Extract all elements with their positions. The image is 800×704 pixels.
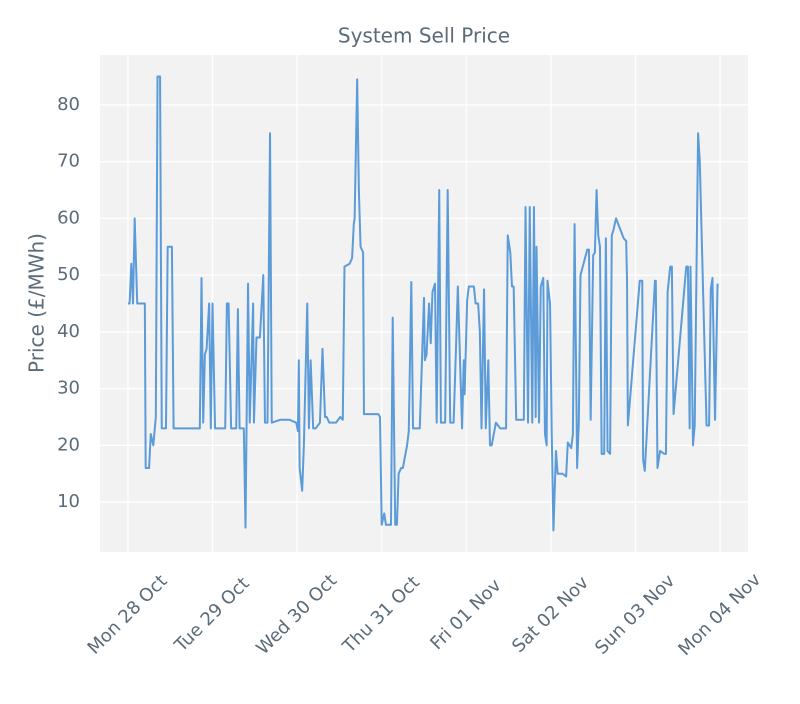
y-tick-label: 20 (57, 434, 80, 455)
y-tick-label: 60 (57, 207, 80, 228)
y-tick-label: 50 (57, 264, 80, 285)
x-tick-label: Tue 29 Oct (170, 573, 254, 657)
y-axis-label: Price (£/MWh) (25, 233, 49, 373)
y-tick-label: 40 (57, 321, 80, 342)
y-tick-label: 30 (57, 378, 80, 399)
x-tick-label: Thu 31 Oct (338, 572, 424, 658)
x-tick-label: Mon 28 Oct (84, 571, 172, 659)
x-tick-label: Fri 01 Nov (426, 575, 505, 654)
price-line (127, 75, 719, 532)
y-tick-label: 10 (57, 491, 80, 512)
y-tick-label: 80 (57, 94, 80, 115)
x-tick-label: Mon 04 Nov (674, 569, 765, 660)
x-tick-label: Wed 30 Oct (252, 570, 341, 659)
y-tick-label: 70 (57, 151, 80, 172)
chart-title: System Sell Price (338, 24, 510, 48)
x-tick-label: Sat 02 Nov (508, 572, 593, 657)
x-tick-label: Sun 03 Nov (591, 570, 679, 658)
